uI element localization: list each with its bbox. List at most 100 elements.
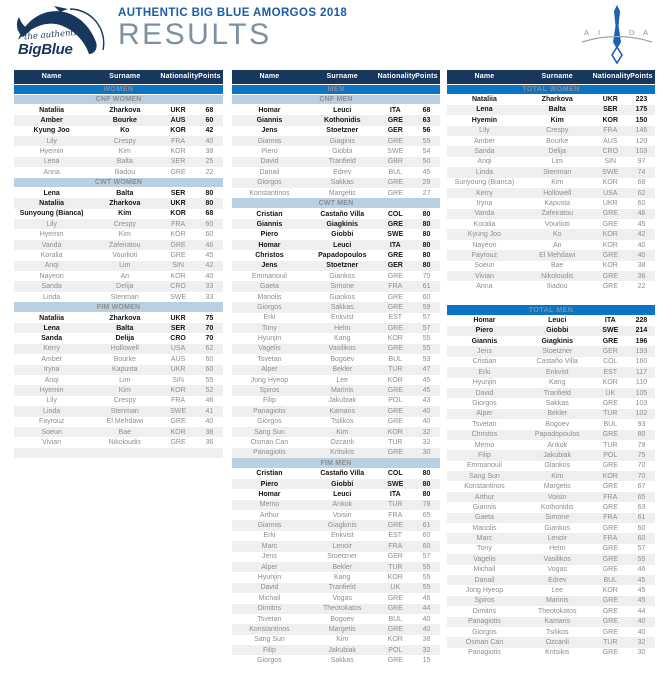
- points-cell: 74: [627, 167, 655, 178]
- name-cell: Marc: [232, 541, 307, 552]
- surname-cell: Iliadou: [114, 168, 136, 176]
- surname-cell: El Mehdawi: [106, 418, 143, 426]
- points-cell: 27: [422, 189, 431, 197]
- name-cell: Fayrouz: [447, 250, 522, 261]
- section-header-cwt-women: CWT WOMEN: [14, 177, 223, 189]
- athlete-row: Vanda Zafeiratou GRE 46: [447, 208, 655, 220]
- points-cell: 80: [412, 260, 440, 272]
- nationality-cell: CRO: [170, 335, 186, 343]
- aida-logo: A I D A: [580, 2, 654, 66]
- nationality-cell: KOR: [170, 127, 186, 135]
- name-cell: Lily: [14, 219, 90, 230]
- surname-cell: Crespy: [113, 397, 136, 405]
- surname-cell: Kamaris: [306, 406, 378, 417]
- surname-cell: Kim: [336, 636, 349, 644]
- surname-cell: Kritsikis: [306, 447, 378, 459]
- points-cell: 117: [627, 367, 655, 378]
- points-cell: 65: [422, 511, 431, 519]
- nationality-cell: SWE: [160, 406, 196, 417]
- nationality-cell: FRA: [388, 511, 403, 519]
- name-cell: Emmanouil: [251, 272, 287, 280]
- column-header: Surname: [521, 70, 593, 85]
- nationality-cell: UKR: [170, 314, 186, 322]
- surname-cell: Stenman: [89, 406, 161, 417]
- nationality-cell: GRE: [387, 189, 403, 197]
- points-cell: 32: [422, 438, 431, 446]
- column-header: Nationality: [592, 70, 630, 85]
- points-cell: 55: [412, 561, 440, 573]
- surname-cell: Stoetzner: [306, 260, 378, 272]
- points-cell: 78: [637, 441, 646, 449]
- name-cell: Iryna: [14, 364, 90, 375]
- athlete-row: Dimitris Theotokatos GRE 44: [232, 603, 440, 614]
- athlete-row: Arthur Voisin FRA 65: [447, 491, 655, 503]
- nationality-cell: GRE: [170, 251, 186, 259]
- athlete-row: Sanda Delija CRO 70: [14, 333, 223, 343]
- name-cell: Manolis: [472, 524, 497, 532]
- nationality-cell: FRA: [160, 135, 196, 147]
- athlete-row: Emmanouil Giankos GRE 70: [232, 271, 440, 281]
- nationality-cell: TUR: [377, 561, 413, 573]
- nationality-cell: ITA: [389, 490, 401, 498]
- surname-cell: Bogoev: [330, 615, 355, 623]
- surname-cell: Lim: [551, 158, 563, 166]
- aida-letter: A: [584, 28, 589, 37]
- surname-cell: Theotokatos: [306, 603, 378, 614]
- athlete-row: Lena Balta SER 80: [14, 188, 223, 198]
- nationality-cell: COL: [603, 358, 618, 366]
- points-cell: 80: [422, 231, 431, 239]
- surname-cell: Kritsikis: [545, 649, 570, 657]
- title-block: AUTHENTIC BIG BLUE AMORGOS 2018 RESULTS: [118, 7, 347, 51]
- name-cell: Koralia: [40, 251, 63, 259]
- name-cell: Linda: [43, 293, 61, 301]
- surname-cell: Lim: [119, 376, 131, 384]
- surname-cell: Vogas: [332, 594, 352, 602]
- athlete-row: Homar Leuci ITA 228: [447, 315, 655, 325]
- nationality-cell: GRE: [602, 566, 618, 574]
- athlete-row: Hyunjin Kang KOR 55: [232, 572, 440, 582]
- nationality-cell: KOR: [387, 574, 403, 582]
- name-cell: Homar: [258, 490, 281, 498]
- nationality-cell: UKR: [602, 199, 618, 207]
- name-cell: Spiros: [232, 385, 307, 396]
- athlete-row: Filip Jakubiak POL 75: [447, 450, 655, 461]
- nationality-cell: GRE: [377, 603, 413, 614]
- name-cell: Danail: [447, 574, 522, 586]
- name-cell: Konstantinos: [249, 189, 290, 197]
- athlete-row: Cristian Castaño Villa COL 160: [447, 357, 655, 367]
- name-cell: Anqi: [14, 260, 90, 272]
- aida-letter: A: [643, 28, 648, 37]
- surname-cell: Kang: [334, 574, 351, 582]
- surname-cell: Bourke: [113, 355, 136, 363]
- athlete-row: Panagiotis Kamaris GRE 40: [232, 406, 440, 417]
- nationality-cell: GRE: [602, 400, 618, 408]
- nationality-cell: TUR: [603, 441, 618, 449]
- athlete-row: Soeun Bae KOR 38: [447, 261, 655, 271]
- nationality-cell: GRE: [602, 607, 618, 615]
- name-cell: Hyemin: [39, 231, 64, 239]
- nationality-cell: FRA: [592, 125, 628, 136]
- points-cell: 40: [627, 616, 655, 627]
- athlete-row: Iryna Kapusta UKR 60: [14, 364, 223, 375]
- points-cell: 75: [205, 314, 214, 322]
- name-cell: Dimitris: [232, 603, 307, 614]
- name-cell: Giannis: [471, 337, 498, 345]
- nationality-cell: CRO: [592, 146, 628, 157]
- name-cell: Jens: [262, 553, 277, 561]
- nationality-cell: GRE: [387, 251, 403, 259]
- athlete-row: Hyemin Kim KOR 150: [447, 115, 655, 125]
- surname-cell: Delija: [89, 281, 161, 292]
- surname-cell: Hollowell: [521, 187, 593, 199]
- nationality-cell: TUR: [388, 438, 403, 446]
- surname-cell: Helm: [306, 322, 378, 334]
- points-cell: 60: [637, 199, 646, 207]
- athlete-row: Sunyoung (Bianca) Kim KOR 68: [447, 178, 655, 188]
- points-cell: 60: [422, 532, 431, 540]
- points-cell: 32: [412, 645, 440, 656]
- section-header-label: TOTAL WOMEN: [447, 83, 655, 95]
- surname-cell: Giobbi: [332, 148, 353, 156]
- points-cell: 33: [195, 281, 223, 292]
- surname-cell: Giagkinis: [306, 219, 378, 230]
- points-cell: 150: [635, 116, 648, 124]
- name-cell: Vivian: [42, 438, 62, 446]
